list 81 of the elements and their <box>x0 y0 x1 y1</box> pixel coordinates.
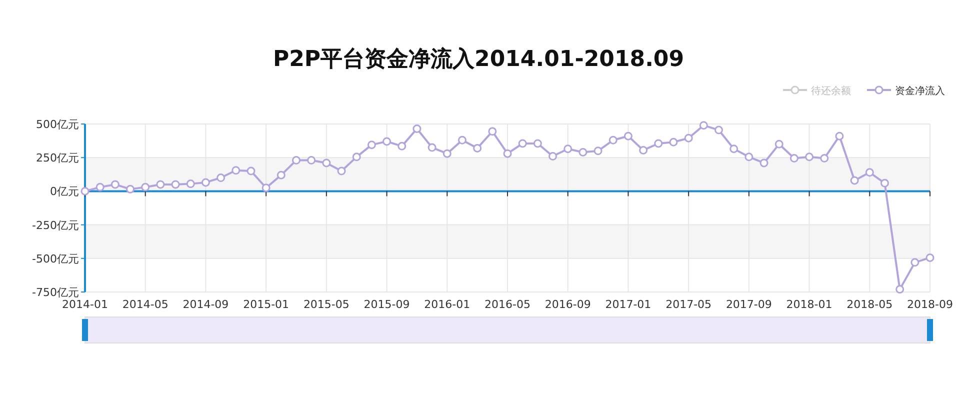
point <box>699 121 708 130</box>
x-tick-label: 2014-01 <box>62 298 108 311</box>
x-tick-label: 2014-05 <box>122 298 168 311</box>
y-tick-label: -750亿元 <box>32 286 79 299</box>
point <box>428 143 436 152</box>
point <box>926 253 934 262</box>
point <box>533 139 542 148</box>
x-tick-label: 2017-05 <box>666 298 712 311</box>
point <box>442 149 452 158</box>
point <box>398 142 406 150</box>
x-tick-label: 2016-05 <box>484 298 530 311</box>
point <box>96 182 104 192</box>
point <box>865 168 874 177</box>
y-tick-label: 500亿元 <box>36 118 79 131</box>
point <box>518 139 527 148</box>
x-tick-label: 2014-09 <box>182 298 229 311</box>
point <box>141 182 150 192</box>
y-tick-label: 0亿元 <box>50 185 79 198</box>
point <box>850 176 859 185</box>
point <box>276 170 286 180</box>
point <box>262 184 270 192</box>
x-tick-label: 2018-01 <box>786 298 832 311</box>
point <box>367 140 376 150</box>
point <box>684 134 693 142</box>
x-tick-label: 2018-09 <box>907 298 953 311</box>
point <box>292 156 300 165</box>
point <box>171 180 180 189</box>
point <box>80 186 90 196</box>
x-tick-label: 2015-01 <box>243 298 290 311</box>
point <box>473 144 482 152</box>
point <box>322 158 331 168</box>
point <box>669 138 678 146</box>
point <box>624 132 632 140</box>
y-tick-label: -250亿元 <box>32 218 79 232</box>
point <box>564 144 572 154</box>
point <box>307 156 316 165</box>
point <box>216 174 226 182</box>
point <box>654 139 663 148</box>
point <box>232 166 240 175</box>
point <box>594 146 602 156</box>
point <box>774 140 784 148</box>
point <box>186 180 195 188</box>
point <box>201 178 210 187</box>
point <box>352 152 361 162</box>
point <box>156 180 165 189</box>
point <box>458 136 466 144</box>
point <box>730 144 738 154</box>
point <box>608 136 618 144</box>
point <box>835 132 844 140</box>
point <box>820 154 829 163</box>
point <box>578 148 588 156</box>
x-tick-label: 2016-09 <box>544 298 591 311</box>
point <box>714 126 723 134</box>
legend-label: 待还余额 <box>811 85 851 97</box>
x-tick-label: 2015-09 <box>364 298 410 311</box>
point <box>110 180 120 189</box>
point <box>337 166 346 176</box>
point <box>246 166 256 176</box>
chart-title: P2P平台资金净流入2014.01-2018.09 <box>272 46 684 72</box>
point <box>790 154 798 163</box>
y-tick-label: 250亿元 <box>36 152 79 165</box>
point <box>639 146 648 154</box>
point <box>896 285 904 294</box>
point <box>880 178 889 188</box>
x-tick-label: 2015-05 <box>303 298 350 311</box>
point <box>548 152 558 161</box>
point <box>382 137 392 146</box>
point <box>805 152 814 162</box>
point <box>488 127 497 136</box>
point <box>412 124 422 133</box>
legend-label: 资金净流入 <box>895 85 945 97</box>
x-tick-label: 2016-01 <box>424 298 470 311</box>
x-tick-label: 2018-05 <box>846 298 893 311</box>
point <box>910 258 920 267</box>
point <box>503 149 512 158</box>
point <box>760 158 768 168</box>
x-tick-label: 2017-09 <box>726 298 772 311</box>
x-tick-label: 2017-01 <box>605 298 652 311</box>
point <box>126 184 135 194</box>
y-tick-label: -500亿元 <box>32 252 79 266</box>
point <box>744 152 754 162</box>
